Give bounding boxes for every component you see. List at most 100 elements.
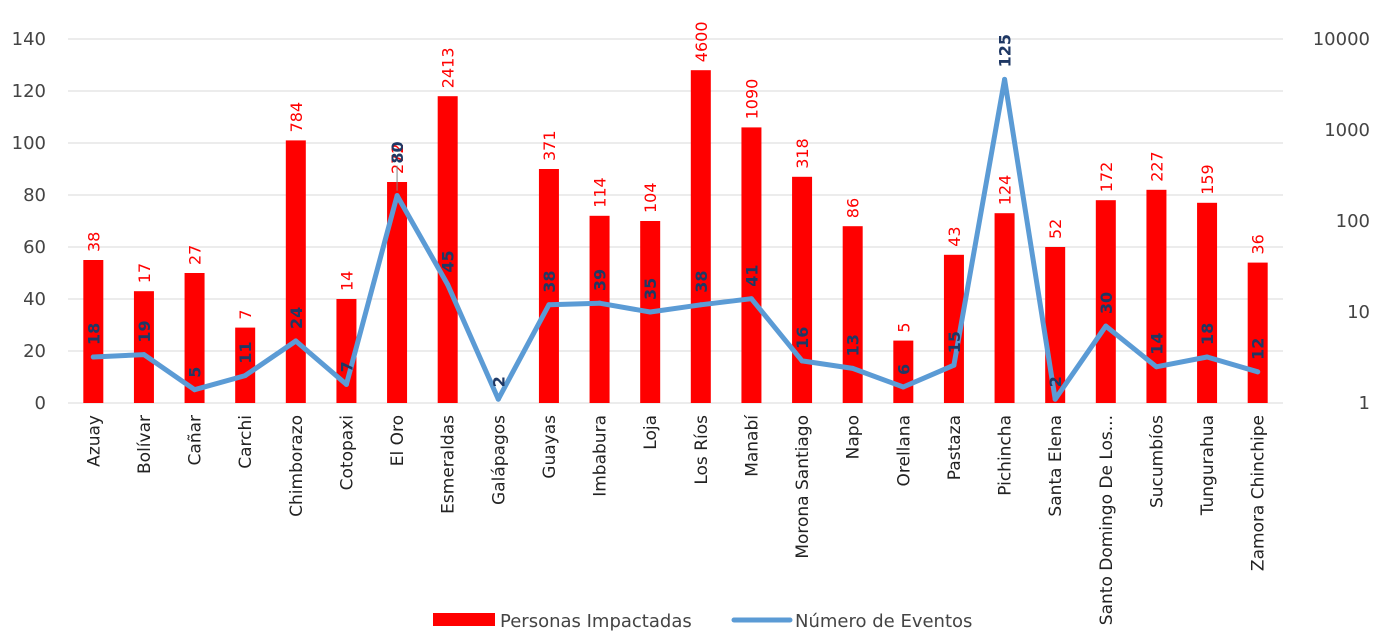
bar: [235, 327, 256, 403]
line-point: [90, 354, 96, 360]
right-axis-tick-label: 1: [1359, 393, 1370, 414]
bar-data-label: 5: [894, 322, 913, 332]
bar-data-label: 318: [793, 138, 812, 169]
bar: [1197, 202, 1218, 403]
bar: [1095, 200, 1116, 403]
legend-label-eventos: Número de Eventos: [795, 611, 972, 632]
line-point: [951, 362, 957, 368]
category-label: Manabí: [742, 414, 762, 477]
line-point: [394, 193, 400, 199]
left-axis-tick-label: 0: [35, 393, 46, 414]
bar-data-label: 4600: [692, 21, 711, 62]
category-label: Loja: [641, 415, 661, 450]
bar: [1247, 262, 1268, 403]
bar-data-label: 124: [996, 175, 1015, 206]
line-data-label: 41: [742, 264, 761, 286]
line-point: [1204, 354, 1210, 360]
left-axis-tick-label: 140: [12, 29, 46, 50]
bar: [842, 226, 863, 403]
line-data-label: 13: [844, 334, 863, 356]
category-label: Imbabura: [591, 415, 611, 497]
bar: [285, 140, 306, 403]
gridlines: [68, 38, 1283, 404]
right-axis-tick-label: 100: [1336, 211, 1370, 232]
line-point: [1052, 396, 1058, 402]
bar: [792, 176, 813, 403]
bar-data-label: 159: [1198, 164, 1217, 195]
line-data-label: 45: [439, 250, 458, 272]
legend-swatch-bar: [433, 613, 495, 626]
line-data-label: 7: [337, 361, 356, 372]
line-point: [647, 309, 653, 315]
line-point: [1153, 364, 1159, 370]
category-label: Tungurahua: [1198, 415, 1218, 516]
bar-data-label: 1090: [742, 79, 761, 120]
line-point: [546, 302, 552, 308]
bar-series: [83, 70, 1268, 404]
bar-data-label: 36: [1249, 234, 1268, 254]
category-label: Pichincha: [996, 415, 1016, 496]
bar-data-label: 371: [540, 130, 559, 161]
category-label: Cotopaxi: [337, 415, 357, 490]
bar-data-label: 2413: [439, 47, 458, 88]
line-data-label: 16: [793, 327, 812, 349]
category-label: Chimborazo: [287, 415, 307, 517]
right-axis-tick-label: 1000: [1324, 120, 1370, 141]
bar-data-label: 172: [1097, 162, 1116, 193]
category-axis-labels: Azuay Bolívar Cañar Carchi Chimborazo Cotopax…: [84, 414, 1268, 625]
bar-data-label: 43: [945, 226, 964, 246]
bar: [83, 260, 104, 403]
bar: [437, 96, 458, 403]
category-label: Santa Elena: [1046, 415, 1066, 517]
line-point: [192, 387, 198, 393]
category-label: Pastaza: [945, 415, 965, 480]
line-data-label: 19: [135, 320, 154, 342]
bar: [184, 273, 205, 403]
line-data-label: 15: [945, 331, 964, 353]
line-data-label: 80: [388, 141, 407, 163]
line-point: [748, 296, 754, 302]
category-label: Bolívar: [135, 415, 155, 474]
bar-data-labels: 38 17 27 7 784 14 272 2413 371 114 104 4600 1090 318 8…: [84, 21, 1267, 332]
line-point: [698, 302, 704, 308]
line-data-label: 18: [1198, 323, 1217, 345]
bar: [1146, 189, 1167, 403]
bar-data-label: 38: [84, 232, 103, 252]
line-point: [495, 396, 501, 402]
line-point: [799, 358, 805, 364]
category-label: Zamora Chinchipe: [1249, 415, 1269, 571]
line-path: [90, 76, 1261, 402]
bar: [690, 70, 711, 403]
line-data-label: 39: [591, 269, 610, 291]
bar-data-label: 17: [135, 263, 154, 283]
bar-data-label: 104: [641, 182, 660, 213]
line-point: [445, 282, 451, 288]
left-axis-ticks: 0 20 40 60 80 100 120 140: [12, 29, 46, 414]
category-label: Azuay: [84, 415, 104, 467]
right-axis-tick-label: 10000: [1313, 29, 1370, 50]
line-series: [90, 76, 1261, 402]
bar-data-label: 114: [591, 177, 610, 208]
bar: [538, 169, 559, 403]
category-label: Carchi: [236, 415, 256, 469]
left-axis-tick-label: 20: [23, 341, 46, 362]
line-point: [1103, 323, 1109, 329]
line-point: [242, 373, 248, 379]
bar: [589, 215, 610, 403]
category-label: Orellana: [894, 415, 914, 487]
line-point: [1255, 369, 1261, 375]
left-axis-tick-label: 80: [23, 185, 46, 206]
line-data-label: 5: [186, 367, 205, 378]
bar-data-label: 14: [337, 271, 356, 291]
line-data-label: 38: [540, 271, 559, 293]
category-label: Sucumbíos: [1147, 415, 1167, 508]
category-label: El Oro: [388, 415, 408, 466]
line-point: [597, 300, 603, 306]
line-data-label: 12: [1249, 338, 1268, 360]
bar-data-label: 784: [287, 102, 306, 133]
category-label: Santo Domingo De Los...: [1097, 415, 1117, 625]
bar-data-label: 86: [844, 198, 863, 218]
left-axis-tick-label: 40: [23, 289, 46, 310]
category-label: Morona Santiago: [793, 415, 813, 559]
